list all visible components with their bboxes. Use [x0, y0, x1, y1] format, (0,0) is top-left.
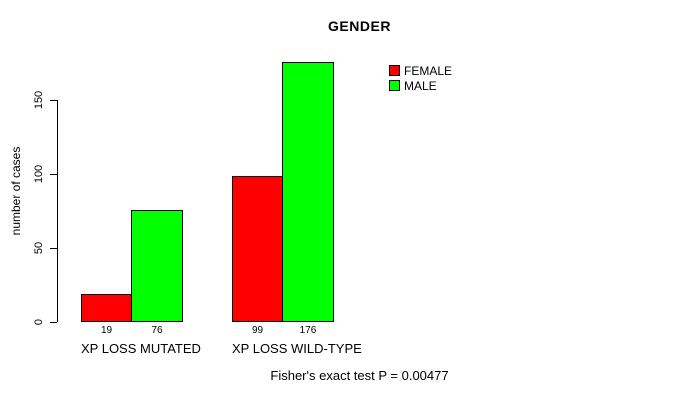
legend-label-male: MALE	[404, 78, 437, 93]
y-axis-title: number of cases	[9, 146, 23, 236]
y-tick-label: 150	[33, 90, 45, 110]
bar-count-label: 99	[251, 325, 264, 336]
legend-swatch-male	[389, 80, 400, 91]
y-tick	[50, 248, 57, 249]
fisher-test-annotation: Fisher's exact test P = 0.00477	[270, 368, 449, 383]
chart-title: GENDER	[328, 18, 391, 34]
legend-item-male: MALE	[389, 78, 452, 93]
y-tick-label: 50	[33, 241, 45, 255]
y-tick-label: 100	[33, 164, 45, 184]
y-tick	[50, 100, 57, 101]
category-label: XP LOSS WILD-TYPE	[232, 341, 362, 356]
bar-female-group2	[232, 176, 283, 322]
bar-count-label: 176	[299, 325, 317, 336]
bar-female-group1	[81, 294, 132, 322]
y-tick-label: 0	[33, 318, 45, 326]
legend-item-female: FEMALE	[389, 63, 452, 78]
y-tick	[50, 322, 57, 323]
legend-swatch-female	[389, 65, 400, 76]
legend: FEMALE MALE	[389, 63, 452, 93]
bar-count-label: 76	[151, 325, 163, 336]
category-label: XP LOSS MUTATED	[81, 341, 201, 356]
bar-male-group2	[282, 62, 334, 322]
y-tick	[50, 174, 57, 175]
bar-male-group1	[131, 210, 183, 322]
bar-count-label: 19	[100, 325, 113, 336]
y-axis-line	[57, 100, 58, 322]
legend-label-female: FEMALE	[404, 63, 453, 78]
